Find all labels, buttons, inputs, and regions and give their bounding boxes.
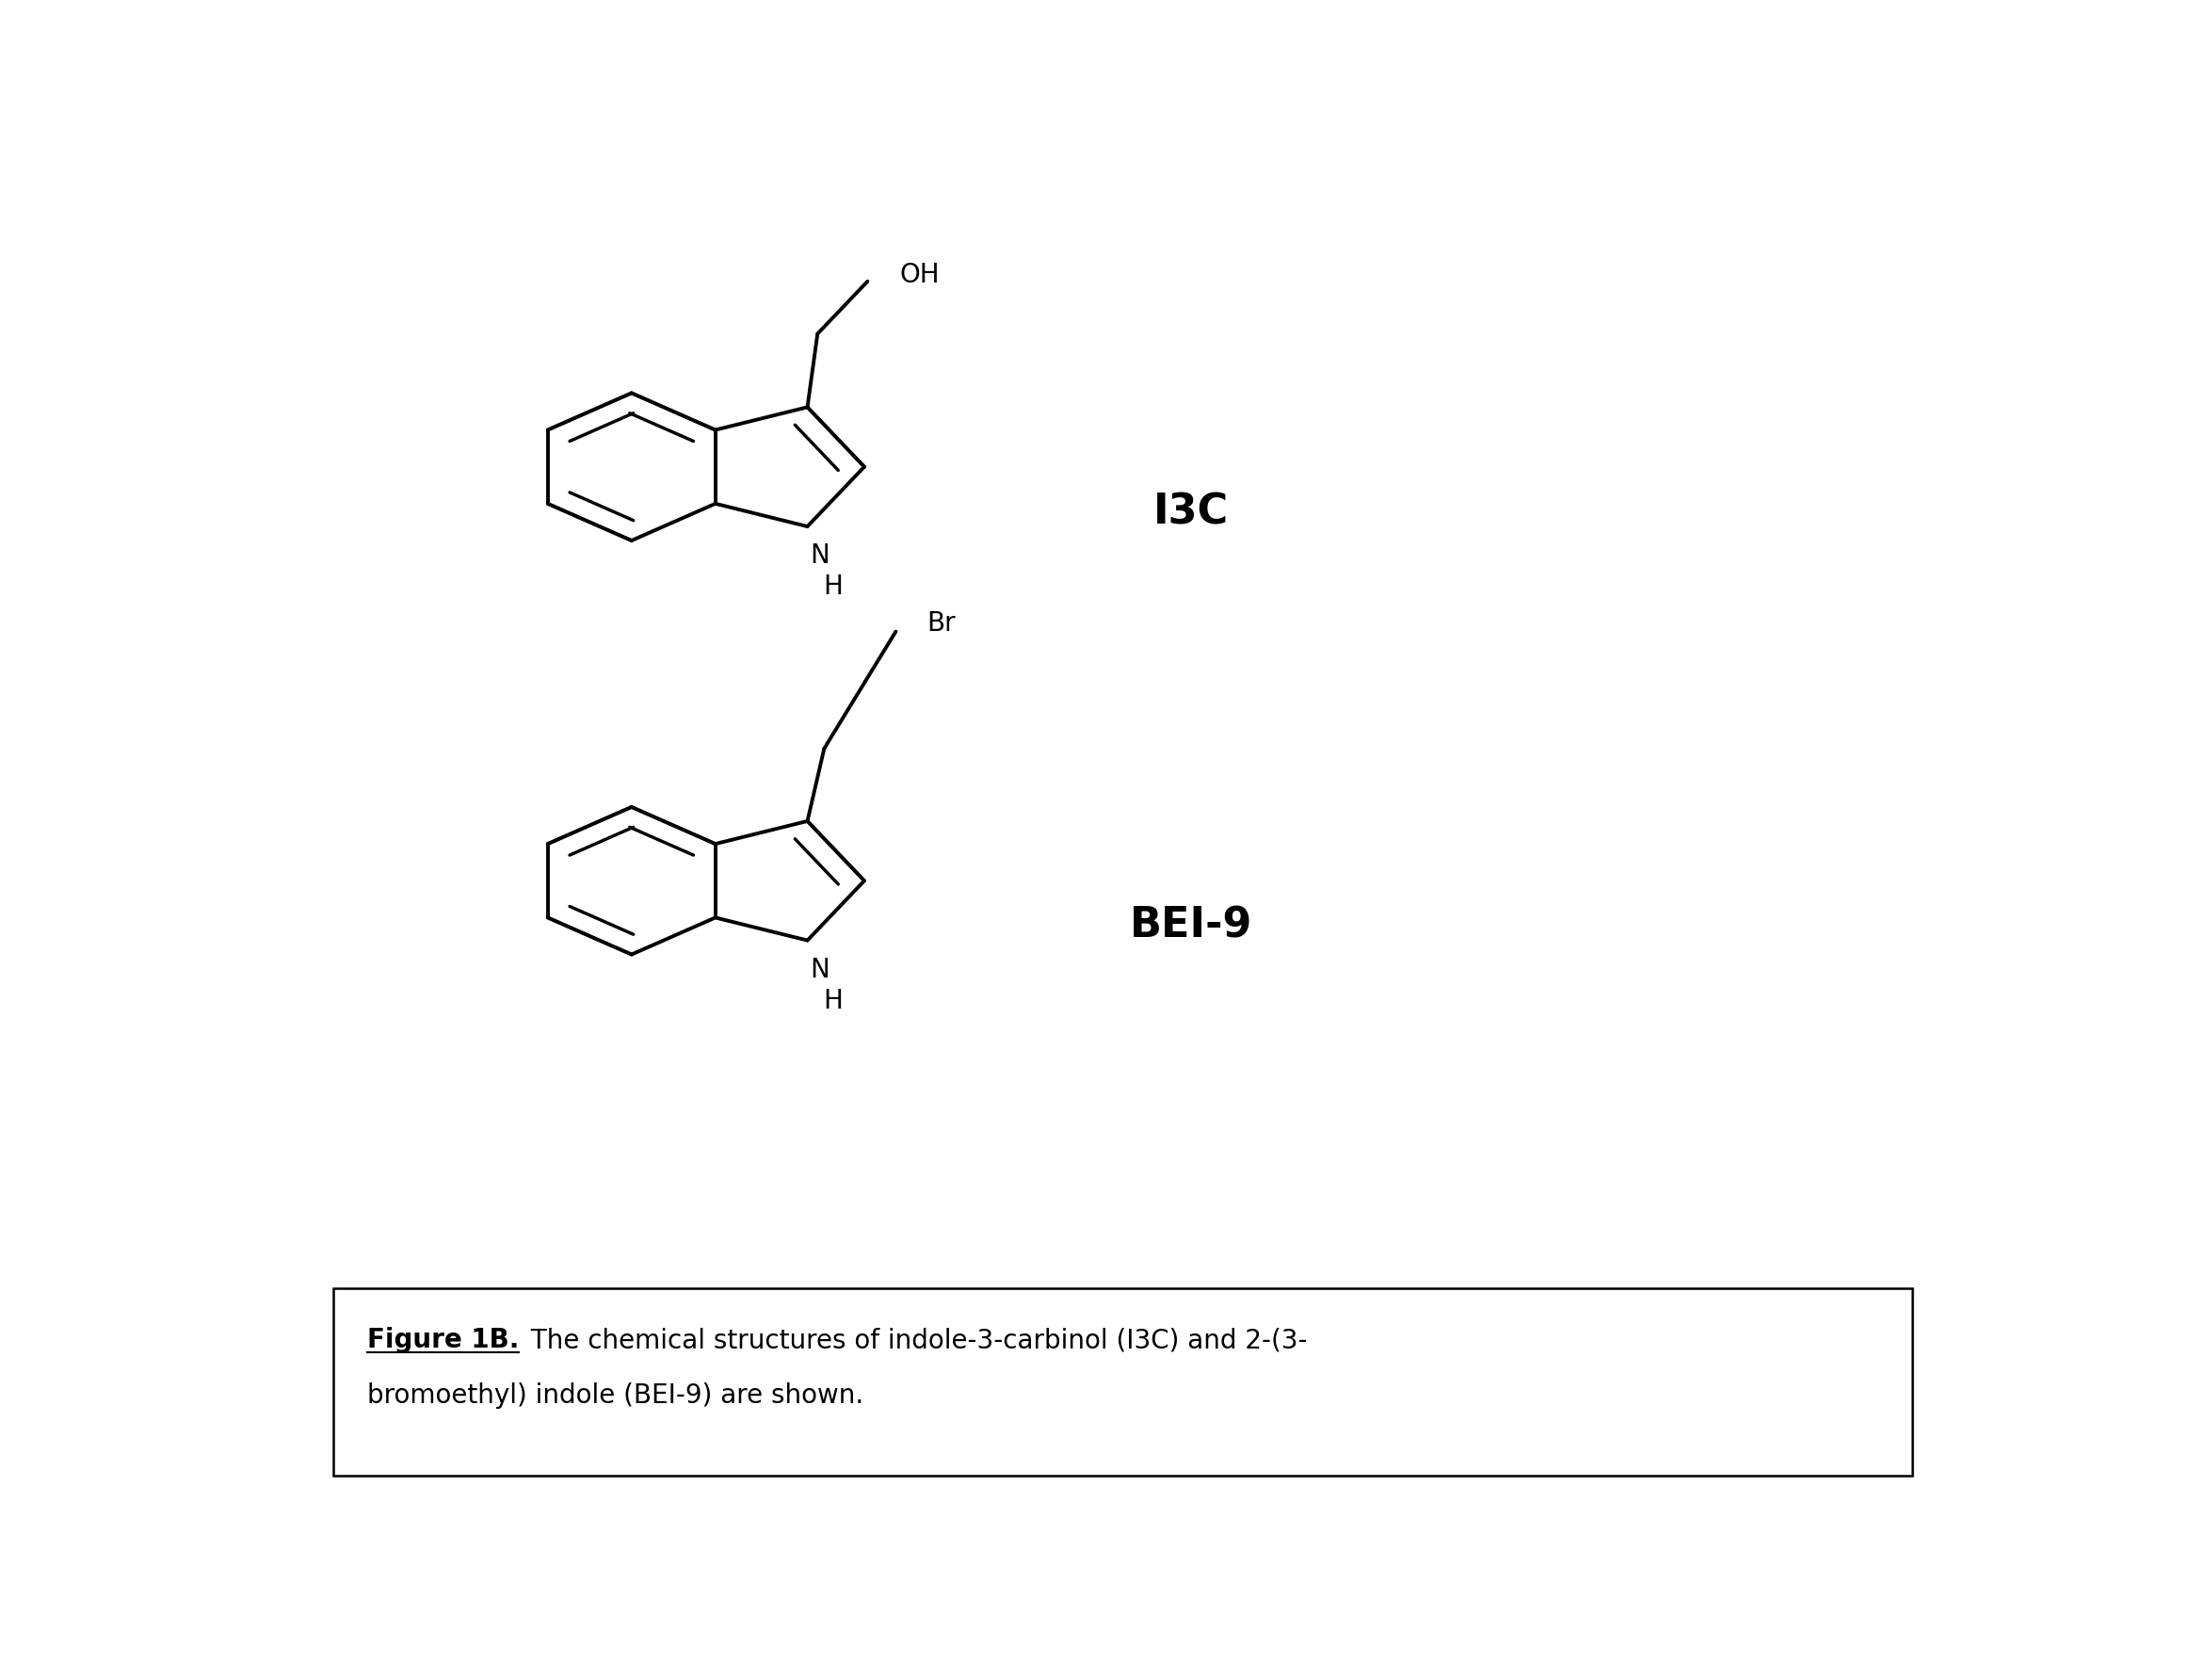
Text: N: N (811, 956, 830, 983)
FancyBboxPatch shape (333, 1289, 1913, 1475)
Text: H: H (824, 988, 844, 1013)
Text: H: H (824, 573, 844, 600)
Text: N: N (811, 543, 830, 570)
Text: Figure 1B.: Figure 1B. (368, 1327, 519, 1354)
Text: The chemical structures of indole-3-carbinol (I3C) and 2-(3-: The chemical structures of indole-3-carb… (524, 1327, 1308, 1354)
Text: bromoethyl) indole (BEI-9) are shown.: bromoethyl) indole (BEI-9) are shown. (368, 1383, 863, 1410)
Text: I3C: I3C (1152, 492, 1229, 533)
Text: BEI-9: BEI-9 (1128, 906, 1253, 946)
Text: Br: Br (927, 610, 955, 637)
Text: OH: OH (901, 262, 940, 287)
